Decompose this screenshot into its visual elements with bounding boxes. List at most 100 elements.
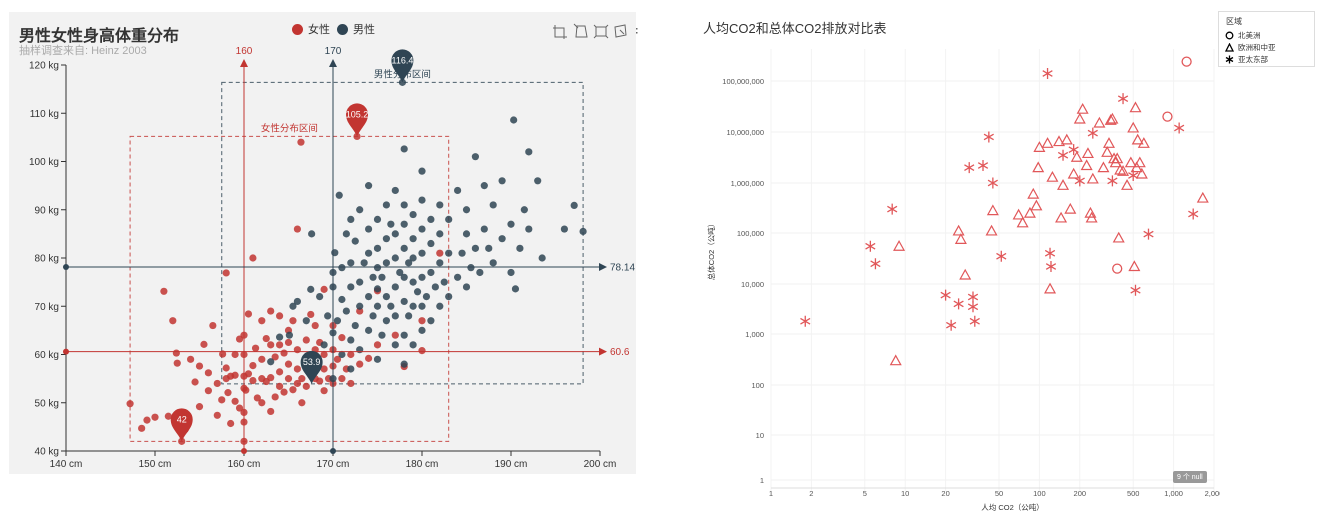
male-point: [409, 235, 417, 243]
male-point: [351, 321, 359, 330]
x-tick-label: 180 cm: [406, 459, 439, 470]
male-point: [289, 302, 297, 310]
female-point: [302, 336, 310, 344]
male-point: [356, 278, 364, 286]
triangle-shape-icon: [1225, 42, 1234, 52]
male-point: [373, 244, 382, 252]
male-point: [462, 230, 471, 238]
female-point: [173, 359, 181, 367]
female-mark-area-label: 女性分布区间: [261, 122, 318, 134]
north-america-point: [1162, 111, 1173, 122]
x-tick-label: 50: [995, 489, 1003, 498]
male-point: [373, 302, 382, 310]
right-plot: 1 10 100 1,000 10,000 100,000 1,000,000 10,000,…: [706, 49, 1220, 512]
male-point: [400, 331, 408, 339]
male-point: [365, 225, 373, 233]
female-point: [172, 349, 180, 357]
east-asia-pacific-point: [1045, 261, 1057, 273]
male-point: [436, 230, 444, 238]
legend-item-male[interactable]: 男性: [337, 22, 375, 36]
male-point: [365, 326, 373, 334]
male-point: [302, 317, 310, 325]
female-point: [276, 341, 284, 349]
male-point: [391, 341, 399, 349]
male-point: [405, 259, 413, 267]
male-average-weight-line-label: 78.14: [610, 262, 635, 273]
male-point: [538, 254, 546, 262]
female-point: [251, 344, 260, 352]
female-point: [178, 437, 186, 445]
x-tick-label: 10: [901, 489, 909, 498]
left-plot: 140 cm 150 cm 160 cm 170 cm 180 cm 190 cm 200 …: [29, 46, 635, 470]
legend-label-east-asia-pacific: 亚太东部: [1238, 54, 1268, 64]
legend-item-north-america[interactable]: 北美洲: [1225, 30, 1261, 40]
rect-select-icon[interactable]: [553, 25, 567, 39]
y-tick-label: 120 kg: [29, 61, 59, 72]
female-point: [231, 350, 239, 359]
east-asia-pacific-point: [1117, 93, 1129, 105]
male-point: [338, 295, 346, 304]
female-point: [293, 346, 301, 354]
europe-central-asia-point: [1073, 112, 1086, 124]
legend-item-female[interactable]: 女性: [292, 22, 330, 36]
male-point: [360, 259, 368, 267]
europe-central-asia-point: [1127, 121, 1140, 133]
keep-selection-icon[interactable]: [593, 24, 609, 39]
female-point: [356, 360, 364, 368]
female-mark-point: 42: [170, 408, 193, 442]
east-asia-pacific-point: [1074, 175, 1085, 187]
male-point: [409, 210, 417, 219]
male-point: [400, 244, 408, 252]
polygon-select-icon[interactable]: [573, 23, 588, 38]
female-point: [338, 334, 346, 342]
male-point: [480, 182, 488, 190]
legend-label-male: 男性: [353, 24, 375, 36]
null-badge[interactable]: 9 个 null: [1173, 471, 1207, 483]
male-point: [489, 259, 497, 267]
female-point: [213, 379, 221, 388]
male-point: [422, 293, 431, 301]
female-point: [231, 371, 239, 379]
male-point: [400, 360, 408, 368]
female-point: [284, 375, 293, 383]
y-tick-label: 1,000: [745, 330, 764, 339]
male-point: [507, 268, 515, 277]
legend-item-east-asia-pacific[interactable]: 亚太东部: [1225, 54, 1268, 64]
male-point: [356, 302, 364, 310]
x-tick-label: 140 cm: [50, 459, 83, 470]
legend-label-north-america: 北美洲: [1238, 30, 1261, 40]
female-point: [284, 338, 293, 347]
europe-central-asia-point: [1085, 211, 1098, 223]
east-asia-pacific-point: [953, 298, 964, 310]
male-point: [485, 244, 493, 252]
female-point: [289, 386, 297, 394]
europe-central-asia-point: [1032, 161, 1045, 173]
male-point: [445, 293, 453, 301]
clear-selection-icon[interactable]: [614, 24, 627, 38]
female-point: [209, 321, 217, 330]
male-point: [418, 302, 426, 310]
x-tick-label: 200 cm: [584, 459, 617, 470]
male-point: [498, 177, 506, 185]
male-point: [462, 206, 471, 214]
male-point: [369, 273, 377, 281]
europe-central-asia-point: [1012, 208, 1025, 220]
female-point: [280, 349, 288, 357]
europe-central-asia-point: [1081, 147, 1094, 159]
left-chart-title: 男性女性身高体重分布: [19, 28, 180, 45]
female-point: [267, 407, 275, 416]
east-asia-pacific-point: [1130, 284, 1141, 296]
male-point: [307, 285, 315, 293]
male-point: [351, 237, 359, 245]
legend-item-europe-central-asia[interactable]: 欧洲和中亚: [1225, 42, 1276, 52]
female-point: [169, 317, 177, 325]
y-tick-label: 100,000,000: [722, 77, 764, 86]
female-point: [284, 360, 293, 368]
more-icon[interactable]: [636, 28, 638, 34]
europe-central-asia-point: [1041, 137, 1054, 148]
male-point: [373, 355, 382, 363]
female-point: [231, 397, 239, 405]
male-point: [267, 358, 275, 366]
female-point: [293, 225, 301, 233]
male-point: [445, 249, 453, 257]
